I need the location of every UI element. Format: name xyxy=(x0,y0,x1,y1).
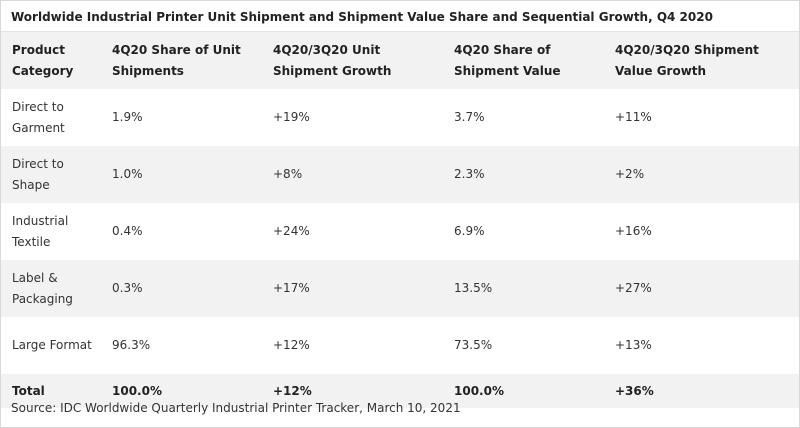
cell-category: Direct to Shape xyxy=(1,146,101,203)
cell-category: Label & Packaging xyxy=(1,260,101,317)
cell-category: Industrial Textile xyxy=(1,203,101,260)
cell-unit-share: 1.9% xyxy=(101,89,262,146)
total-unit-share: 100.0% xyxy=(101,374,262,408)
cell-unit-growth: +17% xyxy=(262,260,443,317)
total-row: Total 100.0% +12% 100.0% +36% xyxy=(1,374,799,408)
shipment-table: Product Category 4Q20 Share of Unit Ship… xyxy=(1,32,799,408)
cell-value-growth: +11% xyxy=(604,89,799,146)
cell-value-growth: +2% xyxy=(604,146,799,203)
cell-unit-growth: +24% xyxy=(262,203,443,260)
table-row: Direct to Shape 1.0% +8% 2.3% +2% xyxy=(1,146,799,203)
table-row: Large Format 96.3% +12% 73.5% +13% xyxy=(1,317,799,374)
cell-value-share: 6.9% xyxy=(443,203,604,260)
cell-value-growth: +13% xyxy=(604,317,799,374)
table-title: Worldwide Industrial Printer Unit Shipme… xyxy=(11,10,713,24)
cell-value-share: 3.7% xyxy=(443,89,604,146)
cell-category: Direct to Garment xyxy=(1,89,101,146)
cell-value-share: 2.3% xyxy=(443,146,604,203)
total-value-growth: +36% xyxy=(604,374,799,408)
total-unit-growth: +12% xyxy=(262,374,443,408)
cell-unit-share: 0.3% xyxy=(101,260,262,317)
total-value-share: 100.0% xyxy=(443,374,604,408)
cell-value-share: 73.5% xyxy=(443,317,604,374)
table-row: Industrial Textile 0.4% +24% 6.9% +16% xyxy=(1,203,799,260)
table-row: Label & Packaging 0.3% +17% 13.5% +27% xyxy=(1,260,799,317)
cell-value-growth: +16% xyxy=(604,203,799,260)
cell-unit-share: 0.4% xyxy=(101,203,262,260)
cell-unit-growth: +8% xyxy=(262,146,443,203)
source-note: Source: IDC Worldwide Quarterly Industri… xyxy=(11,401,461,415)
cell-value-share: 13.5% xyxy=(443,260,604,317)
header-unit-growth: 4Q20/3Q20 Unit Shipment Growth xyxy=(262,32,443,89)
header-unit-share: 4Q20 Share of Unit Shipments xyxy=(101,32,262,89)
header-value-share: 4Q20 Share of Shipment Value xyxy=(443,32,604,89)
cell-value-growth: +27% xyxy=(604,260,799,317)
header-product-category: Product Category xyxy=(1,32,101,89)
cell-unit-share: 1.0% xyxy=(101,146,262,203)
header-row: Product Category 4Q20 Share of Unit Ship… xyxy=(1,32,799,89)
title-divider xyxy=(1,31,799,32)
table-row: Direct to Garment 1.9% +19% 3.7% +11% xyxy=(1,89,799,146)
cell-unit-growth: +19% xyxy=(262,89,443,146)
cell-category: Large Format xyxy=(1,317,101,374)
total-label: Total xyxy=(1,374,101,408)
header-value-growth: 4Q20/3Q20 Shipment Value Growth xyxy=(604,32,799,89)
cell-unit-growth: +12% xyxy=(262,317,443,374)
cell-unit-share: 96.3% xyxy=(101,317,262,374)
